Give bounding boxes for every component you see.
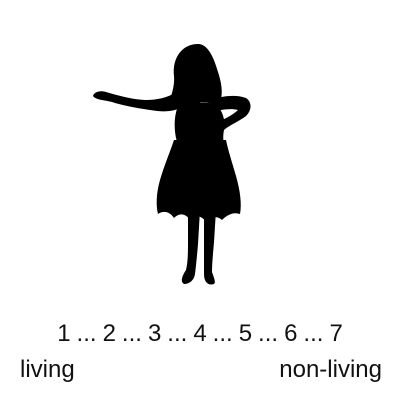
scale-point-5[interactable]: 5 bbox=[238, 320, 253, 347]
scale-separator: ... bbox=[121, 320, 142, 347]
scale-point-6[interactable]: 6 bbox=[284, 320, 298, 347]
scale-separator: ... bbox=[167, 320, 188, 347]
scale-point-2[interactable]: 2 bbox=[102, 320, 116, 347]
scale-separator: ... bbox=[212, 320, 233, 347]
scale-separator: ... bbox=[303, 320, 324, 347]
scale-separator: ... bbox=[76, 320, 97, 347]
scale-point-4[interactable]: 4 bbox=[193, 320, 207, 347]
woman-silhouette-icon bbox=[93, 44, 251, 285]
scale-anchor-non-living: non-living bbox=[279, 356, 382, 383]
scale-point-3[interactable]: 3 bbox=[147, 320, 162, 347]
scale-point-7[interactable]: 7 bbox=[329, 320, 343, 347]
scale-separator: ... bbox=[258, 320, 279, 347]
scale-anchor-living: living bbox=[20, 356, 75, 383]
scale-point-1[interactable]: 1 bbox=[57, 320, 71, 347]
rating-scale: 1 ... 2 ... 3 ... 4 ... 5 ... 6 ... 7 bbox=[0, 316, 400, 352]
silhouette-shape bbox=[93, 44, 251, 285]
